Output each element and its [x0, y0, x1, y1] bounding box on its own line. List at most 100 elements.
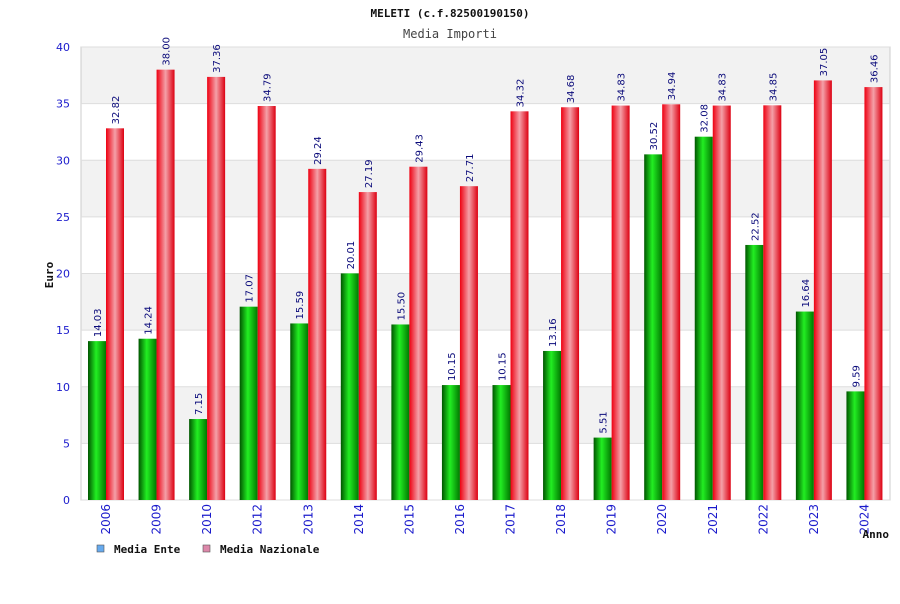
- data-label-media-ente-2017: 10.15: [498, 352, 509, 381]
- y-tick-label: 35: [56, 98, 70, 111]
- data-label-media-nazionale-2018: 34.68: [566, 75, 577, 104]
- y-tick-label: 40: [56, 41, 70, 54]
- y-tick-label: 15: [56, 324, 70, 337]
- bar-media-ente-2023: [795, 311, 814, 500]
- x-tick-label-2010: 2010: [200, 504, 214, 535]
- data-label-media-ente-2018: 13.16: [548, 318, 559, 347]
- bar-media-nazionale-2019: [611, 105, 630, 501]
- data-label-media-nazionale-2017: 34.32: [516, 79, 527, 108]
- bar-media-ente-2024: [846, 391, 865, 500]
- legend-swatch-media-ente: [96, 544, 105, 553]
- x-tick-label-2022: 2022: [756, 504, 770, 535]
- data-label-media-ente-2016: 10.15: [447, 352, 458, 381]
- chart-title: MELETI (c.f.82500190150): [371, 7, 530, 20]
- data-labels-group: 14.03 32.82 14.24 38.00 7.15 37.36 17.07 34.79 1…: [93, 37, 880, 434]
- x-tick-label-2015: 2015: [402, 504, 416, 535]
- data-label-media-nazionale-2014: 27.19: [364, 159, 375, 188]
- bar-media-nazionale-2023: [813, 80, 832, 500]
- y-tick-label: 25: [56, 211, 70, 224]
- data-label-media-ente-2010: 7.15: [194, 393, 205, 415]
- y-tick-label: 5: [63, 437, 70, 450]
- bar-media-ente-2009: [138, 338, 157, 500]
- legend-label-media-ente: Media Ente: [114, 543, 181, 556]
- data-label-media-nazionale-2021: 34.83: [718, 73, 729, 102]
- bar-media-nazionale-2020: [662, 104, 681, 500]
- bar-media-nazionale-2015: [409, 166, 428, 500]
- data-label-media-nazionale-2022: 34.85: [768, 73, 779, 102]
- x-tick-label-2019: 2019: [605, 504, 619, 535]
- y-axis-label: Euro: [43, 261, 56, 288]
- x-tick-label-2014: 2014: [352, 504, 366, 535]
- data-label-media-ente-2019: 5.51: [599, 411, 610, 433]
- y-tick-label: 30: [56, 154, 70, 167]
- data-label-media-nazionale-2023: 37.05: [819, 48, 830, 77]
- data-label-media-nazionale-2012: 34.79: [263, 73, 274, 102]
- x-tick-label-2024: 2024: [857, 504, 871, 535]
- bar-media-ente-2020: [644, 154, 663, 500]
- data-label-media-nazionale-2006: 32.82: [111, 96, 122, 125]
- data-label-media-ente-2020: 30.52: [649, 122, 660, 151]
- bar-media-nazionale-2006: [106, 128, 124, 500]
- data-label-media-ente-2015: 15.50: [396, 292, 407, 321]
- data-label-media-ente-2022: 22.52: [750, 212, 761, 241]
- x-tick-label-2013: 2013: [301, 504, 315, 535]
- x-tick-label-2012: 2012: [251, 504, 265, 535]
- bar-media-nazionale-2012: [257, 106, 276, 501]
- data-label-media-nazionale-2010: 37.36: [212, 44, 223, 73]
- data-label-media-ente-2024: 9.59: [851, 365, 862, 387]
- legend-label-media-nazionale: Media Nazionale: [220, 543, 320, 556]
- legend-swatch-media-nazionale: [202, 544, 211, 553]
- y-tick-label: 10: [56, 381, 70, 394]
- bar-media-ente-2022: [745, 244, 764, 500]
- x-tick-label-2009: 2009: [150, 504, 164, 535]
- data-label-media-ente-2023: 16.64: [801, 279, 812, 308]
- data-label-media-ente-2021: 32.08: [700, 104, 711, 133]
- bar-media-ente-2013: [290, 323, 309, 500]
- y-tick-label: 0: [63, 494, 70, 507]
- data-label-media-nazionale-2019: 34.83: [617, 73, 628, 102]
- data-label-media-ente-2006: 14.03: [93, 308, 104, 337]
- bar-media-ente-2016: [441, 385, 460, 500]
- x-tick-label-2021: 2021: [706, 504, 720, 535]
- x-tick-label-2017: 2017: [504, 504, 518, 535]
- bar-media-ente-2010: [189, 419, 208, 500]
- data-label-media-ente-2012: 17.07: [245, 274, 256, 303]
- bar-media-nazionale-2013: [308, 168, 327, 500]
- bar-media-ente-2006: [88, 341, 106, 500]
- bar-media-ente-2019: [593, 437, 612, 500]
- bar-media-nazionale-2022: [763, 105, 782, 500]
- x-tick-label-2016: 2016: [453, 504, 467, 535]
- x-tick-label-2018: 2018: [554, 504, 568, 535]
- data-label-media-ente-2014: 20.01: [346, 241, 357, 270]
- data-label-media-ente-2013: 15.59: [295, 291, 306, 320]
- x-axis-ticks: 2006 2009 2010 2012 2013 2014 2015 2016 2017 2018…: [99, 504, 871, 535]
- bar-media-ente-2015: [391, 324, 410, 500]
- bar-media-nazionale-2010: [207, 76, 226, 500]
- x-tick-label-2006: 2006: [99, 504, 113, 535]
- x-axis-label: Anno: [863, 528, 890, 541]
- bar-media-nazionale-2024: [864, 87, 883, 500]
- data-label-media-nazionale-2015: 29.43: [414, 134, 425, 163]
- bar-media-nazionale-2021: [712, 105, 731, 501]
- bar-media-nazionale-2014: [358, 192, 377, 501]
- bar-media-ente-2014: [340, 273, 359, 500]
- data-label-media-nazionale-2016: 27.71: [465, 154, 476, 183]
- bar-media-ente-2018: [543, 350, 562, 500]
- data-label-media-nazionale-2024: 36.46: [869, 54, 880, 83]
- data-label-media-nazionale-2013: 29.24: [313, 136, 324, 165]
- legend: Media Ente Media Nazionale: [96, 543, 320, 556]
- x-tick-label-2023: 2023: [807, 504, 821, 535]
- bar-media-nazionale-2016: [459, 186, 478, 500]
- y-tick-label: 20: [56, 268, 70, 281]
- bar-media-nazionale-2009: [156, 69, 175, 501]
- bar-media-nazionale-2018: [561, 107, 580, 501]
- bar-media-ente-2017: [492, 385, 511, 500]
- y-axis-ticks: 0 5 10 15 20 25 30 35 40: [56, 41, 70, 507]
- bar-media-nazionale-2017: [510, 111, 529, 501]
- bars-group: [88, 69, 883, 501]
- bar-media-ente-2012: [239, 306, 258, 500]
- data-label-media-nazionale-2020: 34.94: [667, 72, 678, 101]
- bar-media-ente-2021: [694, 136, 713, 500]
